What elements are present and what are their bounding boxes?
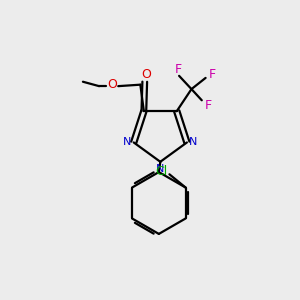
Text: F: F: [205, 99, 212, 112]
Text: F: F: [208, 68, 216, 81]
Text: F: F: [175, 63, 182, 76]
Text: O: O: [107, 78, 117, 91]
Text: Cl: Cl: [155, 165, 167, 178]
Text: O: O: [141, 68, 151, 81]
Text: N: N: [123, 137, 131, 147]
Text: N: N: [156, 164, 164, 174]
Text: N: N: [189, 137, 198, 147]
